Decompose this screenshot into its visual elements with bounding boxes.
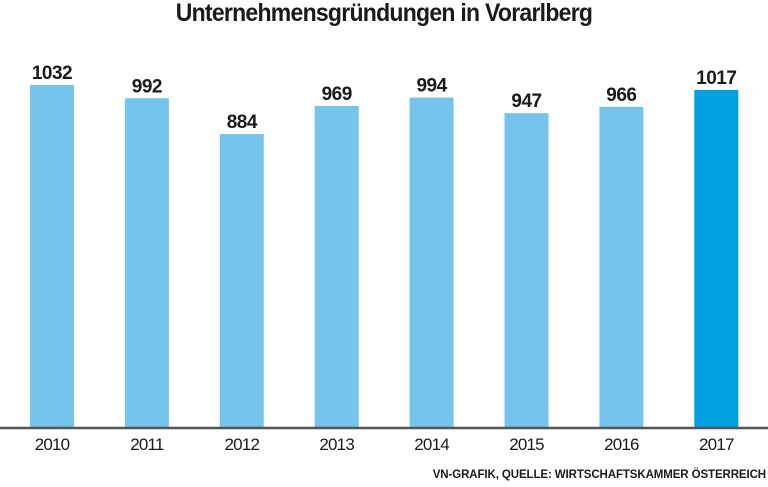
- x-tick-label-2015: 2015: [509, 435, 544, 454]
- x-tick-label-2016: 2016: [604, 435, 639, 454]
- chart-title: Unternehmensgründungen in Vorarlberg: [175, 0, 593, 27]
- x-tick-label-2011: 2011: [130, 435, 164, 454]
- data-label-2012: 884: [227, 112, 258, 133]
- bar-2015: [504, 113, 549, 427]
- source-note: VN-GRAFIK, QUELLE: WIRTSCHAFTSKAMMER ÖST…: [432, 469, 766, 481]
- bar-2016: [599, 106, 644, 427]
- data-label-2016: 966: [606, 85, 636, 106]
- x-tick-label-2010: 2010: [35, 435, 70, 454]
- data-label-2013: 969: [322, 84, 352, 105]
- bar-2013: [314, 105, 359, 428]
- data-label-2011: 992: [132, 76, 162, 97]
- bar-2012: [219, 134, 264, 427]
- x-tick-label-2014: 2014: [414, 435, 449, 454]
- bar-2010: [30, 85, 74, 427]
- x-tick-label-2013: 2013: [319, 435, 354, 454]
- bar-2011: [124, 98, 169, 428]
- bar-2014: [409, 97, 454, 428]
- data-label-2014: 994: [416, 76, 447, 97]
- data-label-2015: 947: [511, 91, 541, 112]
- data-label-2017: 1017: [696, 68, 736, 89]
- x-tick-label-2012: 2012: [224, 435, 259, 454]
- data-label-2010: 1032: [32, 63, 72, 84]
- bar-2017: [694, 89, 739, 427]
- x-tick-label-2017: 2017: [699, 435, 734, 454]
